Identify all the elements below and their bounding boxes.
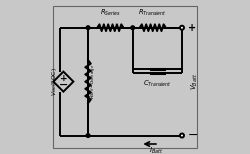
Circle shape	[180, 26, 184, 30]
Circle shape	[131, 26, 134, 30]
Text: $R_{Self-Discharge}$: $R_{Self-Discharge}$	[89, 64, 99, 99]
Text: −: −	[59, 80, 68, 90]
Text: −: −	[188, 129, 199, 142]
Circle shape	[86, 26, 90, 30]
Circle shape	[86, 134, 90, 137]
Circle shape	[180, 134, 184, 138]
Text: $C_{Transient}$: $C_{Transient}$	[143, 79, 172, 89]
Text: $V_{OC}$(SOC): $V_{OC}$(SOC)	[50, 67, 59, 96]
Text: $V_{Batt}$: $V_{Batt}$	[190, 73, 200, 90]
Text: $R_{Transient}$: $R_{Transient}$	[138, 8, 167, 18]
Text: +: +	[60, 74, 67, 83]
Text: $I_{Batt}$: $I_{Batt}$	[148, 146, 163, 154]
Text: $R_{Series}$: $R_{Series}$	[100, 8, 121, 18]
Text: +: +	[188, 23, 196, 33]
